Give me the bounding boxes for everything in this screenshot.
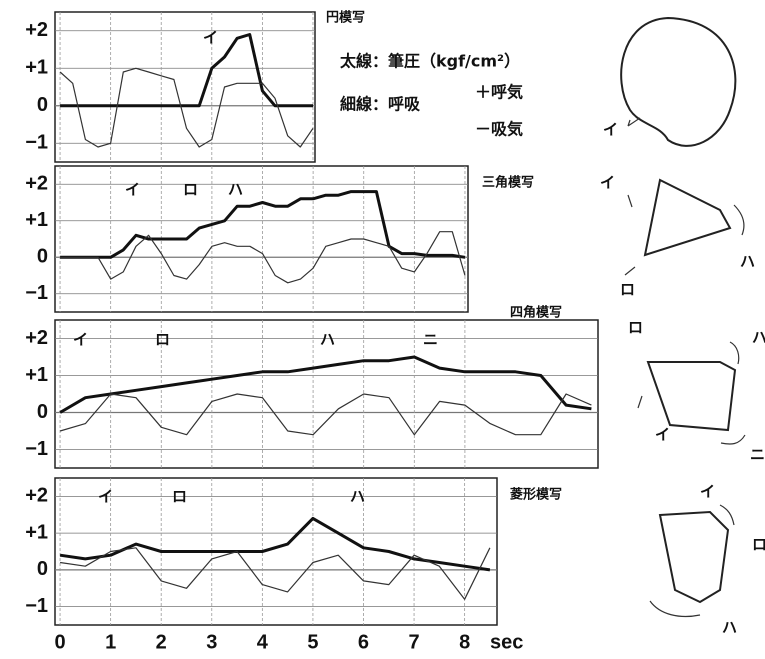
- annotation: ロ: [172, 488, 187, 506]
- y-tick-label: +1: [25, 521, 48, 543]
- drawing-label: ロ: [620, 281, 635, 299]
- panel-title: 菱形模写: [510, 487, 562, 503]
- panel-title: 四角模写: [510, 305, 562, 321]
- y-tick-label: +1: [25, 209, 48, 231]
- panel-title: 円模写: [326, 10, 365, 26]
- x-tick-label: 2: [156, 631, 167, 653]
- y-tick-label: 0: [37, 558, 48, 580]
- y-tick-label: +2: [25, 327, 48, 349]
- drawing-label: ハ: [722, 619, 737, 637]
- y-tick-label: +1: [25, 364, 48, 386]
- legend-note: ＋呼気: [475, 83, 523, 102]
- x-tick-label: 0: [54, 631, 65, 653]
- drawing-label: ハ: [752, 329, 765, 347]
- circle-drawing: [621, 18, 735, 146]
- y-tick-label: −1: [25, 132, 48, 154]
- panel: [55, 12, 315, 162]
- annotation: ニ: [423, 331, 438, 349]
- annotation: イ: [203, 29, 218, 47]
- triangle-drawing: [645, 180, 730, 255]
- drawing-label: ロ: [752, 536, 765, 554]
- annotation: ロ: [155, 331, 170, 349]
- annotation: イ: [73, 331, 88, 349]
- arrow: [650, 505, 734, 616]
- y-tick-label: +2: [25, 173, 48, 195]
- annotation: ハ: [350, 488, 365, 506]
- y-tick-label: −1: [25, 438, 48, 460]
- y-tick-label: 0: [37, 94, 48, 116]
- legend-note: －吸気: [475, 120, 523, 139]
- drawing-label: ニ: [750, 446, 765, 464]
- annotation: ハ: [320, 331, 335, 349]
- page: {"chart_data": [ {"type": "line", "title…: [0, 0, 765, 659]
- x-tick-label: 5: [307, 631, 318, 653]
- panel: [55, 166, 468, 312]
- legend-note: 太線：筆圧（kgf/cm²）: [339, 52, 520, 71]
- drawing-label: イ: [655, 426, 670, 444]
- x-tick-label: 8: [459, 631, 470, 653]
- y-tick-label: +1: [25, 57, 48, 79]
- x-tick-label: 1: [105, 631, 116, 653]
- x-tick-label: 4: [257, 631, 269, 653]
- annotation: イ: [98, 488, 113, 506]
- annotation: ハ: [228, 181, 243, 199]
- drawing-label: イ: [603, 121, 618, 139]
- y-tick-label: 0: [37, 401, 48, 423]
- x-tick-label: 3: [206, 631, 217, 653]
- drawing-label: イ: [600, 174, 615, 192]
- arrow: [625, 195, 744, 275]
- y-tick-label: +2: [25, 485, 48, 507]
- legend-note: 細線：呼吸: [340, 95, 421, 114]
- rhombus-drawing: [660, 512, 728, 602]
- drawing-label: ロ: [628, 319, 643, 337]
- x-tick-label: 7: [408, 631, 419, 653]
- annotation: イ: [125, 181, 140, 199]
- drawings: [621, 18, 745, 616]
- y-tick-label: −1: [25, 282, 48, 304]
- y-tick-label: 0: [37, 246, 48, 268]
- y-tick-label: +2: [25, 19, 48, 41]
- figure: +2+10−1円模写イイ太線：筆圧（kgf/cm²）細線：呼吸＋呼気－吸気+2+…: [0, 0, 765, 659]
- drawing-label: イ: [700, 483, 715, 501]
- y-tick-label: −1: [25, 595, 48, 617]
- drawing-label: ハ: [740, 253, 755, 271]
- panel-title: 三角模写: [482, 175, 534, 191]
- square-drawing: [648, 362, 735, 430]
- x-axis-label: sec: [490, 631, 523, 653]
- arrow: [628, 118, 640, 126]
- annotation: ロ: [183, 181, 198, 199]
- x-tick-label: 6: [358, 631, 369, 653]
